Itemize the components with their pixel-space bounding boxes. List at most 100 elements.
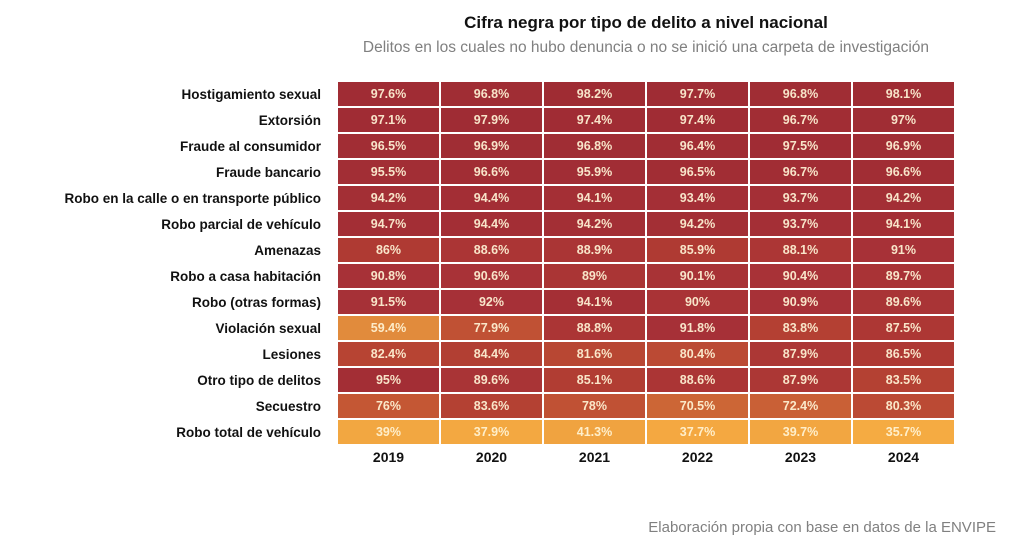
heatmap-cell: 90.1%: [646, 263, 749, 289]
heatmap-cell: 90.9%: [749, 289, 852, 315]
heatmap-cell: 83.6%: [440, 393, 543, 419]
year-label: 2024: [887, 449, 920, 465]
heatmap-cell: 96.7%: [749, 159, 852, 185]
heatmap-cell: 96.9%: [440, 133, 543, 159]
heatmap-cell: 85.1%: [543, 367, 646, 393]
row-label: Hostigamiento sexual: [181, 86, 321, 102]
heatmap-cell: 89.7%: [852, 263, 955, 289]
heatmap-cell: 97.5%: [749, 133, 852, 159]
row-label: Violación sexual: [215, 320, 321, 336]
year-label: 2021: [578, 449, 611, 465]
heatmap-cell: 37.7%: [646, 419, 749, 445]
heatmap-cell: 96.6%: [440, 159, 543, 185]
heatmap-cell: 94.1%: [852, 211, 955, 237]
heatmap-cell: 96.8%: [543, 133, 646, 159]
heatmap-cell: 87.5%: [852, 315, 955, 341]
heatmap-cell: 59.4%: [337, 315, 440, 341]
row-label: Fraude bancario: [215, 164, 321, 180]
page-subtitle: Delitos en los cuales no hubo denuncia o…: [362, 39, 930, 56]
heatmap-cell: 96.6%: [852, 159, 955, 185]
heatmap-cell: 94.2%: [646, 211, 749, 237]
row-label: Robo total de vehículo: [176, 424, 321, 440]
heatmap-cell: 72.4%: [749, 393, 852, 419]
heatmap-cell: 98.2%: [543, 81, 646, 107]
page-title: Cifra negra por tipo de delito a nivel n…: [464, 13, 828, 32]
row-label: Otro tipo de delitos: [197, 372, 321, 388]
heatmap-cell: 86.5%: [852, 341, 955, 367]
row-label: Extorsión: [258, 112, 321, 128]
row-label: Lesiones: [262, 346, 321, 362]
source-note: Elaboración propia con base en datos de …: [648, 519, 996, 536]
heatmap-cell: 87.9%: [749, 341, 852, 367]
heatmap-cell: 94.2%: [337, 185, 440, 211]
heatmap-cell: 93.4%: [646, 185, 749, 211]
heatmap-cell: 83.5%: [852, 367, 955, 393]
heatmap-cell: 97.6%: [337, 81, 440, 107]
heatmap-cell: 94.7%: [337, 211, 440, 237]
heatmap-cell: 91.5%: [337, 289, 440, 315]
heatmap-cell: 93.7%: [749, 185, 852, 211]
heatmap-cell: 78%: [543, 393, 646, 419]
heatmap-cell: 97.7%: [646, 81, 749, 107]
heatmap-cell: 80.3%: [852, 393, 955, 419]
heatmap-cell: 96.5%: [337, 133, 440, 159]
row-label: Fraude al consumidor: [179, 138, 321, 154]
heatmap-cell: 97.1%: [337, 107, 440, 133]
heatmap-cell: 70.5%: [646, 393, 749, 419]
heatmap-cell: 88.1%: [749, 237, 852, 263]
heatmap-cell: 35.7%: [852, 419, 955, 445]
heatmap-cell: 81.6%: [543, 341, 646, 367]
heatmap-cell: 97.4%: [646, 107, 749, 133]
heatmap-cell: 97.4%: [543, 107, 646, 133]
heatmap-cell: 88.6%: [440, 237, 543, 263]
row-label: Robo parcial de vehículo: [161, 216, 321, 232]
row-label: Robo a casa habitación: [170, 268, 321, 284]
row-label: Amenazas: [254, 242, 321, 258]
heatmap-cell: 90.4%: [749, 263, 852, 289]
axis-corner-spacer: [0, 445, 337, 471]
heatmap-cell: 94.4%: [440, 211, 543, 237]
heatmap-cell: 98.1%: [852, 81, 955, 107]
heatmap-cell: 94.1%: [543, 289, 646, 315]
year-label: 2022: [681, 449, 714, 465]
heatmap-cell: 94.2%: [852, 185, 955, 211]
heatmap-cell: 96.5%: [646, 159, 749, 185]
heatmap-cell: 89.6%: [440, 367, 543, 393]
heatmap-cell: 83.8%: [749, 315, 852, 341]
year-label: 2023: [784, 449, 817, 465]
heatmap-cell: 41.3%: [543, 419, 646, 445]
row-label: Robo en la calle o en transporte público: [64, 190, 321, 206]
heatmap-cell: 90%: [646, 289, 749, 315]
heatmap-cell: 77.9%: [440, 315, 543, 341]
heatmap-cell: 86%: [337, 237, 440, 263]
heatmap-cell: 92%: [440, 289, 543, 315]
heatmap-cell: 95.5%: [337, 159, 440, 185]
row-label: Secuestro: [255, 398, 321, 414]
heatmap-cell: 39%: [337, 419, 440, 445]
heatmap-cell: 96.8%: [749, 81, 852, 107]
row-label: Robo (otras formas): [191, 294, 321, 310]
heatmap-cell: 39.7%: [749, 419, 852, 445]
heatmap-cell: 82.4%: [337, 341, 440, 367]
heatmap-cell: 96.8%: [440, 81, 543, 107]
heatmap-cell: 88.8%: [543, 315, 646, 341]
heatmap-cell: 88.9%: [543, 237, 646, 263]
heatmap-cell: 90.8%: [337, 263, 440, 289]
heatmap-cell: 87.9%: [749, 367, 852, 393]
year-label: 2019: [372, 449, 405, 465]
heatmap-cell: 84.4%: [440, 341, 543, 367]
heatmap-cell: 85.9%: [646, 237, 749, 263]
year-label: 2020: [475, 449, 508, 465]
heatmap-cell: 80.4%: [646, 341, 749, 367]
heatmap-cell: 89.6%: [852, 289, 955, 315]
heatmap-cell: 95%: [337, 367, 440, 393]
heatmap-grid: Hostigamiento sexual 97.6% 96.8% 98.2% 97.7%…: [0, 81, 955, 471]
heatmap-cell: 96.7%: [749, 107, 852, 133]
heatmap-cell: 96.9%: [852, 133, 955, 159]
heatmap-cell: 89%: [543, 263, 646, 289]
heatmap-cell: 76%: [337, 393, 440, 419]
heatmap-cell: 94.1%: [543, 185, 646, 211]
heatmap-cell: 37.9%: [440, 419, 543, 445]
heatmap-cell: 97.9%: [440, 107, 543, 133]
